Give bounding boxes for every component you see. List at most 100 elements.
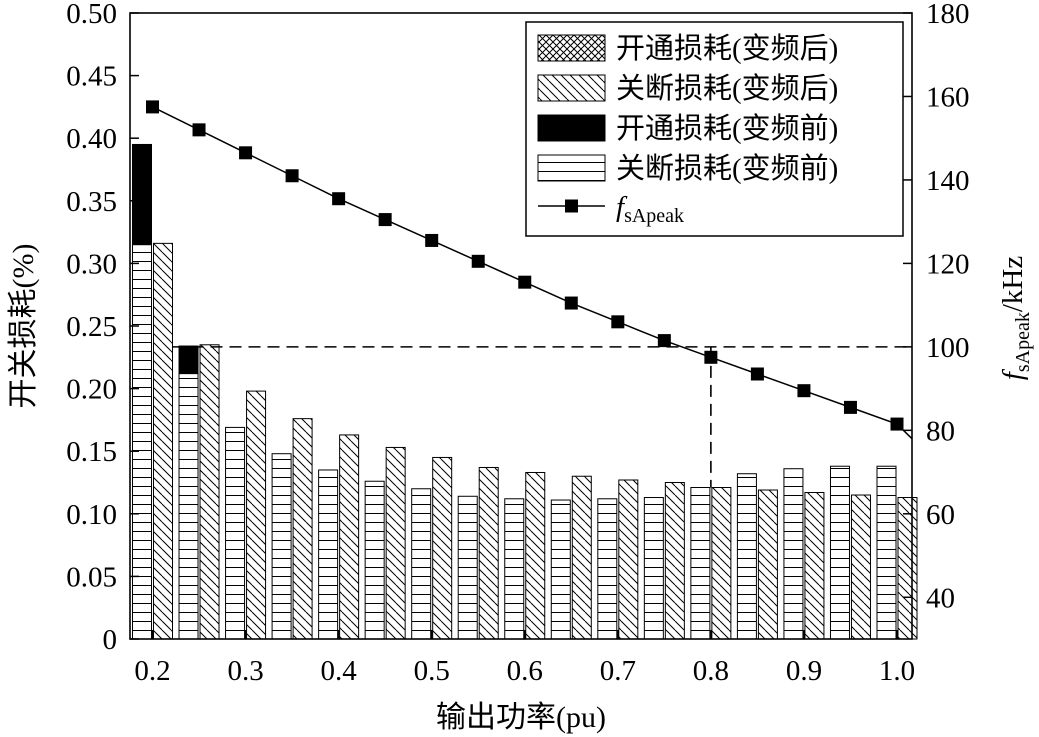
legend-label-4-sub: sApeak	[624, 205, 684, 227]
fsapeak-marker-3	[285, 169, 299, 183]
fsapeak-marker-8	[518, 275, 532, 289]
left-tick-label-2: 0.10	[66, 499, 117, 531]
right-tick-label-5: 140	[926, 165, 970, 197]
bar-off-before-8	[504, 498, 525, 640]
left-axis: 0 0.05 0.10 0.15 0.20 0.25 0.30 0.35 0.40 0.45 0.5…	[66, 0, 139, 656]
bar-off-after-3	[292, 418, 313, 640]
bar-off-before-0	[132, 244, 152, 640]
right-tick-label-6: 160	[926, 81, 970, 113]
right-tick-label-1: 60	[926, 499, 955, 531]
left-tick-label-10: 0.50	[66, 0, 117, 30]
left-tick-label-9: 0.45	[66, 61, 117, 93]
legend-label-0: 开通损耗(变频后)	[616, 32, 838, 65]
x-axis-label: 输出功率(pu)	[436, 701, 606, 734]
bar-off-after-5	[385, 446, 406, 640]
legend-swatch-1	[537, 74, 606, 102]
fsapeak-marker-12	[704, 350, 718, 364]
right-axis: 40 60 80 100 120 140 160 180	[903, 0, 970, 614]
fsapeak-marker-11	[657, 334, 671, 348]
right-tick-label-3: 100	[926, 332, 970, 364]
left-tick-label-7: 0.35	[66, 186, 117, 218]
fsapeak-line	[152, 106, 913, 440]
legend-label-1: 关断损耗(变频后)	[616, 72, 838, 105]
legend-swatch-0	[537, 34, 606, 62]
x-tick-label-4: 0.6	[507, 655, 543, 687]
left-axis-label: 开关损耗(%)	[7, 244, 40, 409]
right-tick-label-0: 40	[926, 582, 955, 614]
x-tick-label-6: 0.8	[693, 655, 729, 687]
bar-on-before-1	[178, 345, 199, 375]
bar-off-before-15	[829, 465, 850, 640]
legend-line-marker	[565, 199, 578, 213]
bar-off-after-7	[478, 466, 499, 640]
x-tick-label-2: 0.4	[321, 655, 358, 687]
right-tick-label-2: 80	[926, 415, 955, 447]
x-tick-label-7: 0.9	[786, 655, 822, 687]
bar-off-before-4	[318, 469, 339, 640]
legend-swatch-2	[537, 114, 606, 142]
fsapeak-marker-1	[192, 123, 206, 137]
fsapeak-marker-13	[750, 367, 764, 381]
bar-off-before-1	[178, 373, 199, 640]
bar-off-before-11	[643, 497, 664, 640]
bar-off-before-9	[550, 499, 571, 640]
bar-off-after-14	[804, 492, 825, 640]
fsapeak-marker-0	[146, 100, 159, 114]
left-tick-label-8: 0.40	[66, 123, 117, 155]
bar-off-before-2	[225, 426, 246, 640]
bar-off-after-4	[339, 434, 360, 640]
x-axis: 0.2 0.3 0.4 0.5 0.6 0.7 0.8 0.9 1.0	[134, 630, 915, 687]
fsapeak-marker-2	[239, 146, 253, 160]
right-axis-label: fsApeak/kHz	[997, 256, 1034, 381]
fsapeak-marker-6	[425, 233, 439, 247]
left-tick-label-1: 0.05	[66, 561, 117, 593]
left-tick-label-4: 0.20	[66, 374, 117, 406]
bar-off-before-16	[876, 465, 897, 640]
x-tick-label-0: 0.2	[134, 655, 170, 687]
bar-off-after-16	[897, 497, 918, 640]
left-tick-label-0: 0	[103, 624, 118, 656]
fsapeak-marker-5	[378, 213, 392, 227]
bar-off-after-6	[432, 456, 453, 640]
bar-off-before-14	[783, 468, 804, 640]
bar-off-before-6	[411, 488, 432, 640]
bar-off-after-8	[525, 471, 546, 640]
x-tick-label-3: 0.5	[414, 655, 450, 687]
x-tick-label-8: 1.0	[879, 655, 915, 687]
bar-off-after-1	[199, 344, 220, 640]
bar-off-after-0	[153, 242, 173, 640]
bar-off-before-7	[457, 495, 478, 640]
left-tick-label-5: 0.25	[66, 311, 117, 343]
right-tick-label-4: 120	[926, 248, 970, 280]
legend-label-3: 关断损耗(变频前)	[616, 152, 838, 185]
bar-off-before-3	[271, 453, 292, 640]
left-tick-label-6: 0.30	[66, 248, 117, 280]
bar-on-before-0	[132, 143, 152, 246]
bars-layer	[132, 143, 918, 640]
x-tick-label-1: 0.3	[227, 655, 263, 687]
legend: 开通损耗(变频后)关断损耗(变频后)开通损耗(变频前)关断损耗(变频前)fsAp…	[525, 21, 904, 237]
fsapeak-line-layer	[146, 100, 913, 440]
fsapeak-marker-9	[564, 296, 578, 310]
fsapeak-marker-14	[797, 384, 811, 398]
right-axis-label-sub: sApeak	[1012, 312, 1034, 372]
bar-off-before-12	[690, 487, 711, 640]
reference-lines	[172, 346, 912, 488]
bar-off-before-10	[597, 498, 618, 640]
bar-off-after-13	[757, 489, 778, 640]
right-axis-label-unit: /kHz	[997, 256, 1029, 313]
bar-off-after-11	[664, 482, 685, 640]
bar-off-before-13	[736, 473, 757, 640]
left-tick-label-3: 0.15	[66, 436, 117, 468]
fsapeak-marker-16	[890, 417, 904, 431]
bar-off-after-9	[571, 475, 592, 640]
bar-off-before-5	[364, 480, 385, 640]
fsapeak-marker-10	[611, 315, 625, 329]
bar-off-after-2	[246, 390, 267, 640]
fsapeak-marker-4	[332, 192, 346, 206]
legend-swatch-3	[537, 154, 606, 182]
bar-off-after-12	[711, 487, 732, 640]
x-tick-label-5: 0.7	[600, 655, 636, 687]
bar-off-after-10	[618, 479, 639, 640]
